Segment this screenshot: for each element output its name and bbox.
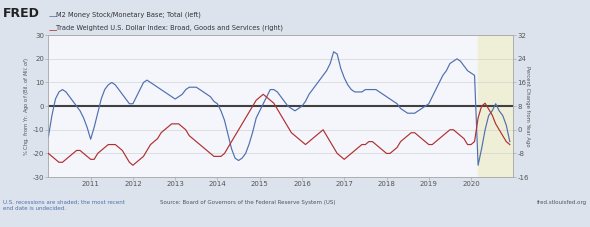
Text: FRED: FRED [3, 7, 40, 20]
Text: U.S. recessions are shaded; the most recent
end date is undecided.: U.S. recessions are shaded; the most rec… [3, 200, 125, 211]
Text: —: — [48, 26, 57, 35]
Y-axis label: Percent Change from Year Ago: Percent Change from Year Ago [525, 66, 530, 146]
Text: M2 Money Stock/Monetary Base; Total (left): M2 Money Stock/Monetary Base; Total (lef… [56, 11, 201, 18]
Text: Source: Board of Governors of the Federal Reserve System (US): Source: Board of Governors of the Federa… [160, 200, 336, 205]
Y-axis label: % Chg. from Yr. Ago of (Bil. of $Mil. of $): % Chg. from Yr. Ago of (Bil. of $Mil. of… [22, 57, 31, 156]
Text: Trade Weighted U.S. Dollar Index: Broad, Goods and Services (right): Trade Weighted U.S. Dollar Index: Broad,… [56, 25, 283, 32]
Text: fred.stlouisfed.org: fred.stlouisfed.org [537, 200, 587, 205]
Text: —: — [48, 12, 57, 22]
Bar [478, 35, 513, 177]
